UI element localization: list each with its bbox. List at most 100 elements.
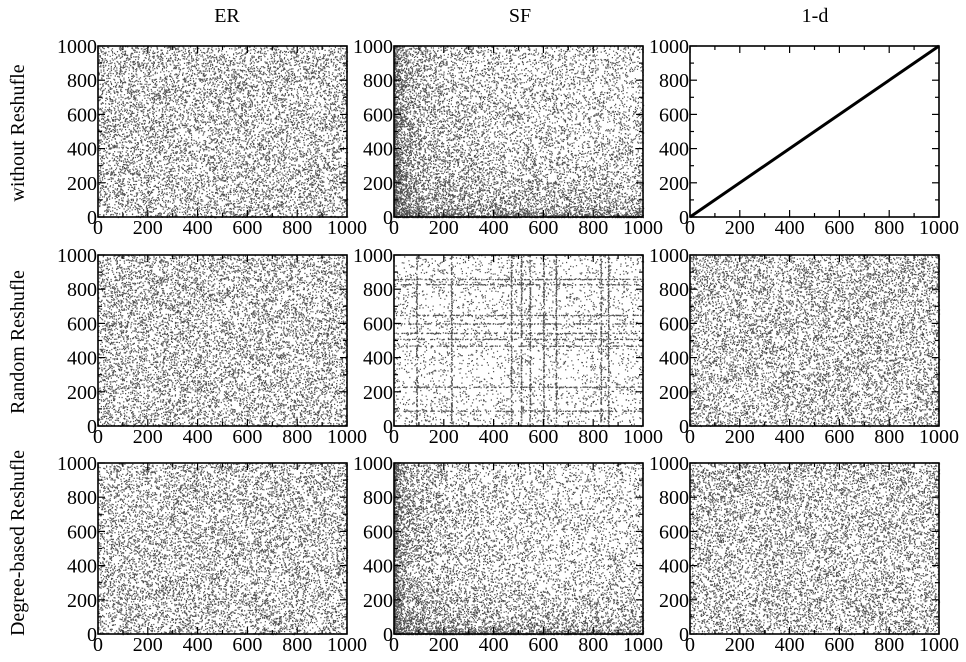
y-tick-label: 1000	[57, 36, 97, 58]
y-tick-label: 0	[87, 624, 97, 646]
x-tick-label: 600	[232, 426, 262, 448]
x-tick-label: 200	[429, 426, 459, 448]
data-points	[690, 463, 941, 636]
data-points	[98, 463, 349, 636]
panel-1-d-3: 0 200 400 600 800 1000 0 200 400 600 800 1000	[649, 453, 959, 656]
y-tick-label: 800	[67, 279, 97, 301]
y-tick-label: 0	[383, 624, 393, 646]
x-tick-label: 1000	[919, 217, 959, 239]
y-tick-label: 200	[659, 590, 689, 612]
y-tick-label: 400	[67, 556, 97, 578]
x-tick-label: 0	[93, 634, 103, 656]
y-tick-label: 0	[679, 416, 689, 438]
x-tick-label: 200	[429, 634, 459, 656]
panel-sf-1: 0 200 400 600 800 1000 0 200 400 600 800 1000	[353, 36, 663, 239]
x-tick-label: 400	[775, 634, 805, 656]
x-tick-label: 0	[685, 426, 695, 448]
y-tick-label: 800	[67, 70, 97, 92]
y-tick-label: 200	[67, 382, 97, 404]
scatter-points	[98, 46, 349, 219]
x-tick-label: 400	[183, 426, 213, 448]
x-tick-label: 400	[479, 426, 509, 448]
x-tick-label: 400	[183, 634, 213, 656]
y-tick-label: 200	[363, 590, 393, 612]
panel-er-2: 0 200 400 600 800 1000 0 200 400 600 800 1000	[57, 245, 367, 448]
x-tick-label: 0	[93, 217, 103, 239]
panel-grid: 0 200 400 600 800 1000 0 200 400 600 800 1000 0 200 40…	[57, 36, 959, 656]
y-tick-label: 200	[67, 590, 97, 612]
y-tick-label: 400	[67, 348, 97, 370]
x-tick-label: 800	[282, 426, 312, 448]
y-tick-label: 200	[363, 173, 393, 195]
y-tick-label: 1000	[649, 36, 689, 58]
x-tick-label: 1000	[623, 426, 663, 448]
scatter-points	[394, 46, 645, 219]
y-tick-label: 400	[659, 556, 689, 578]
y-tick-label: 400	[67, 139, 97, 161]
x-tick-label: 1000	[327, 634, 367, 656]
x-tick-label: 0	[389, 426, 399, 448]
scatter-points	[98, 463, 349, 636]
x-tick-label: 200	[429, 217, 459, 239]
x-tick-label: 1000	[623, 634, 663, 656]
x-tick-label: 200	[133, 634, 163, 656]
y-tick-label: 800	[67, 487, 97, 509]
y-tick-label: 600	[659, 104, 689, 126]
y-tick-label: 400	[659, 348, 689, 370]
x-tick-label: 400	[183, 217, 213, 239]
y-tick-label: 400	[363, 139, 393, 161]
row-title-degree-based-reshufle: Degree-based Reshufle	[7, 450, 29, 636]
panel-1-d-1: 0 200 400 600 800 1000 0 200 400 600 800 1000	[649, 36, 959, 239]
data-points	[394, 463, 645, 636]
y-tick-label: 800	[659, 70, 689, 92]
panel-sf-3: 0 200 400 600 800 1000 0 200 400 600 800 1000	[353, 453, 663, 656]
x-tick-label: 1000	[919, 634, 959, 656]
x-tick-label: 200	[725, 634, 755, 656]
y-tick-label: 1000	[649, 453, 689, 475]
y-tick-label: 800	[363, 487, 393, 509]
x-tick-label: 200	[133, 426, 163, 448]
row-title-random-reshufle: Random Reshufle	[7, 270, 29, 414]
x-tick-label: 600	[824, 426, 854, 448]
x-tick-label: 600	[232, 634, 262, 656]
y-tick-label: 200	[67, 173, 97, 195]
x-tick-label: 1000	[919, 426, 959, 448]
y-tick-label: 800	[363, 70, 393, 92]
column-title-er: ER	[214, 5, 240, 27]
data-points	[394, 46, 645, 219]
x-tick-label: 800	[282, 217, 312, 239]
y-tick-label: 1000	[353, 36, 393, 58]
x-tick-label: 600	[824, 217, 854, 239]
x-tick-label: 800	[874, 634, 904, 656]
y-tick-label: 0	[383, 207, 393, 229]
y-tick-label: 200	[659, 173, 689, 195]
y-tick-label: 800	[659, 487, 689, 509]
row-title-without-reshufle: without Reshufle	[7, 64, 29, 201]
y-tick-label: 400	[363, 556, 393, 578]
x-tick-label: 0	[93, 426, 103, 448]
x-tick-label: 1000	[327, 217, 367, 239]
x-tick-label: 0	[685, 217, 695, 239]
y-tick-label: 200	[363, 382, 393, 404]
y-tick-label: 0	[679, 624, 689, 646]
panel-sf-2: 0 200 400 600 800 1000 0 200 400 600 800 1000	[353, 245, 663, 448]
x-tick-label: 200	[725, 217, 755, 239]
scatter-points	[394, 255, 645, 428]
x-tick-label: 0	[389, 634, 399, 656]
y-tick-label: 0	[383, 416, 393, 438]
x-tick-label: 1000	[327, 426, 367, 448]
panel-er-3: 0 200 400 600 800 1000 0 200 400 600 800 1000	[57, 453, 367, 656]
x-tick-label: 800	[874, 217, 904, 239]
data-points	[98, 255, 349, 428]
y-tick-label: 1000	[57, 453, 97, 475]
x-tick-label: 600	[528, 217, 558, 239]
x-tick-label: 1000	[623, 217, 663, 239]
x-tick-label: 0	[685, 634, 695, 656]
scatter-points	[690, 463, 941, 636]
y-tick-label: 0	[87, 207, 97, 229]
data-points	[689, 44, 940, 219]
y-tick-label: 1000	[353, 245, 393, 267]
y-tick-label: 0	[87, 416, 97, 438]
x-tick-label: 600	[528, 426, 558, 448]
